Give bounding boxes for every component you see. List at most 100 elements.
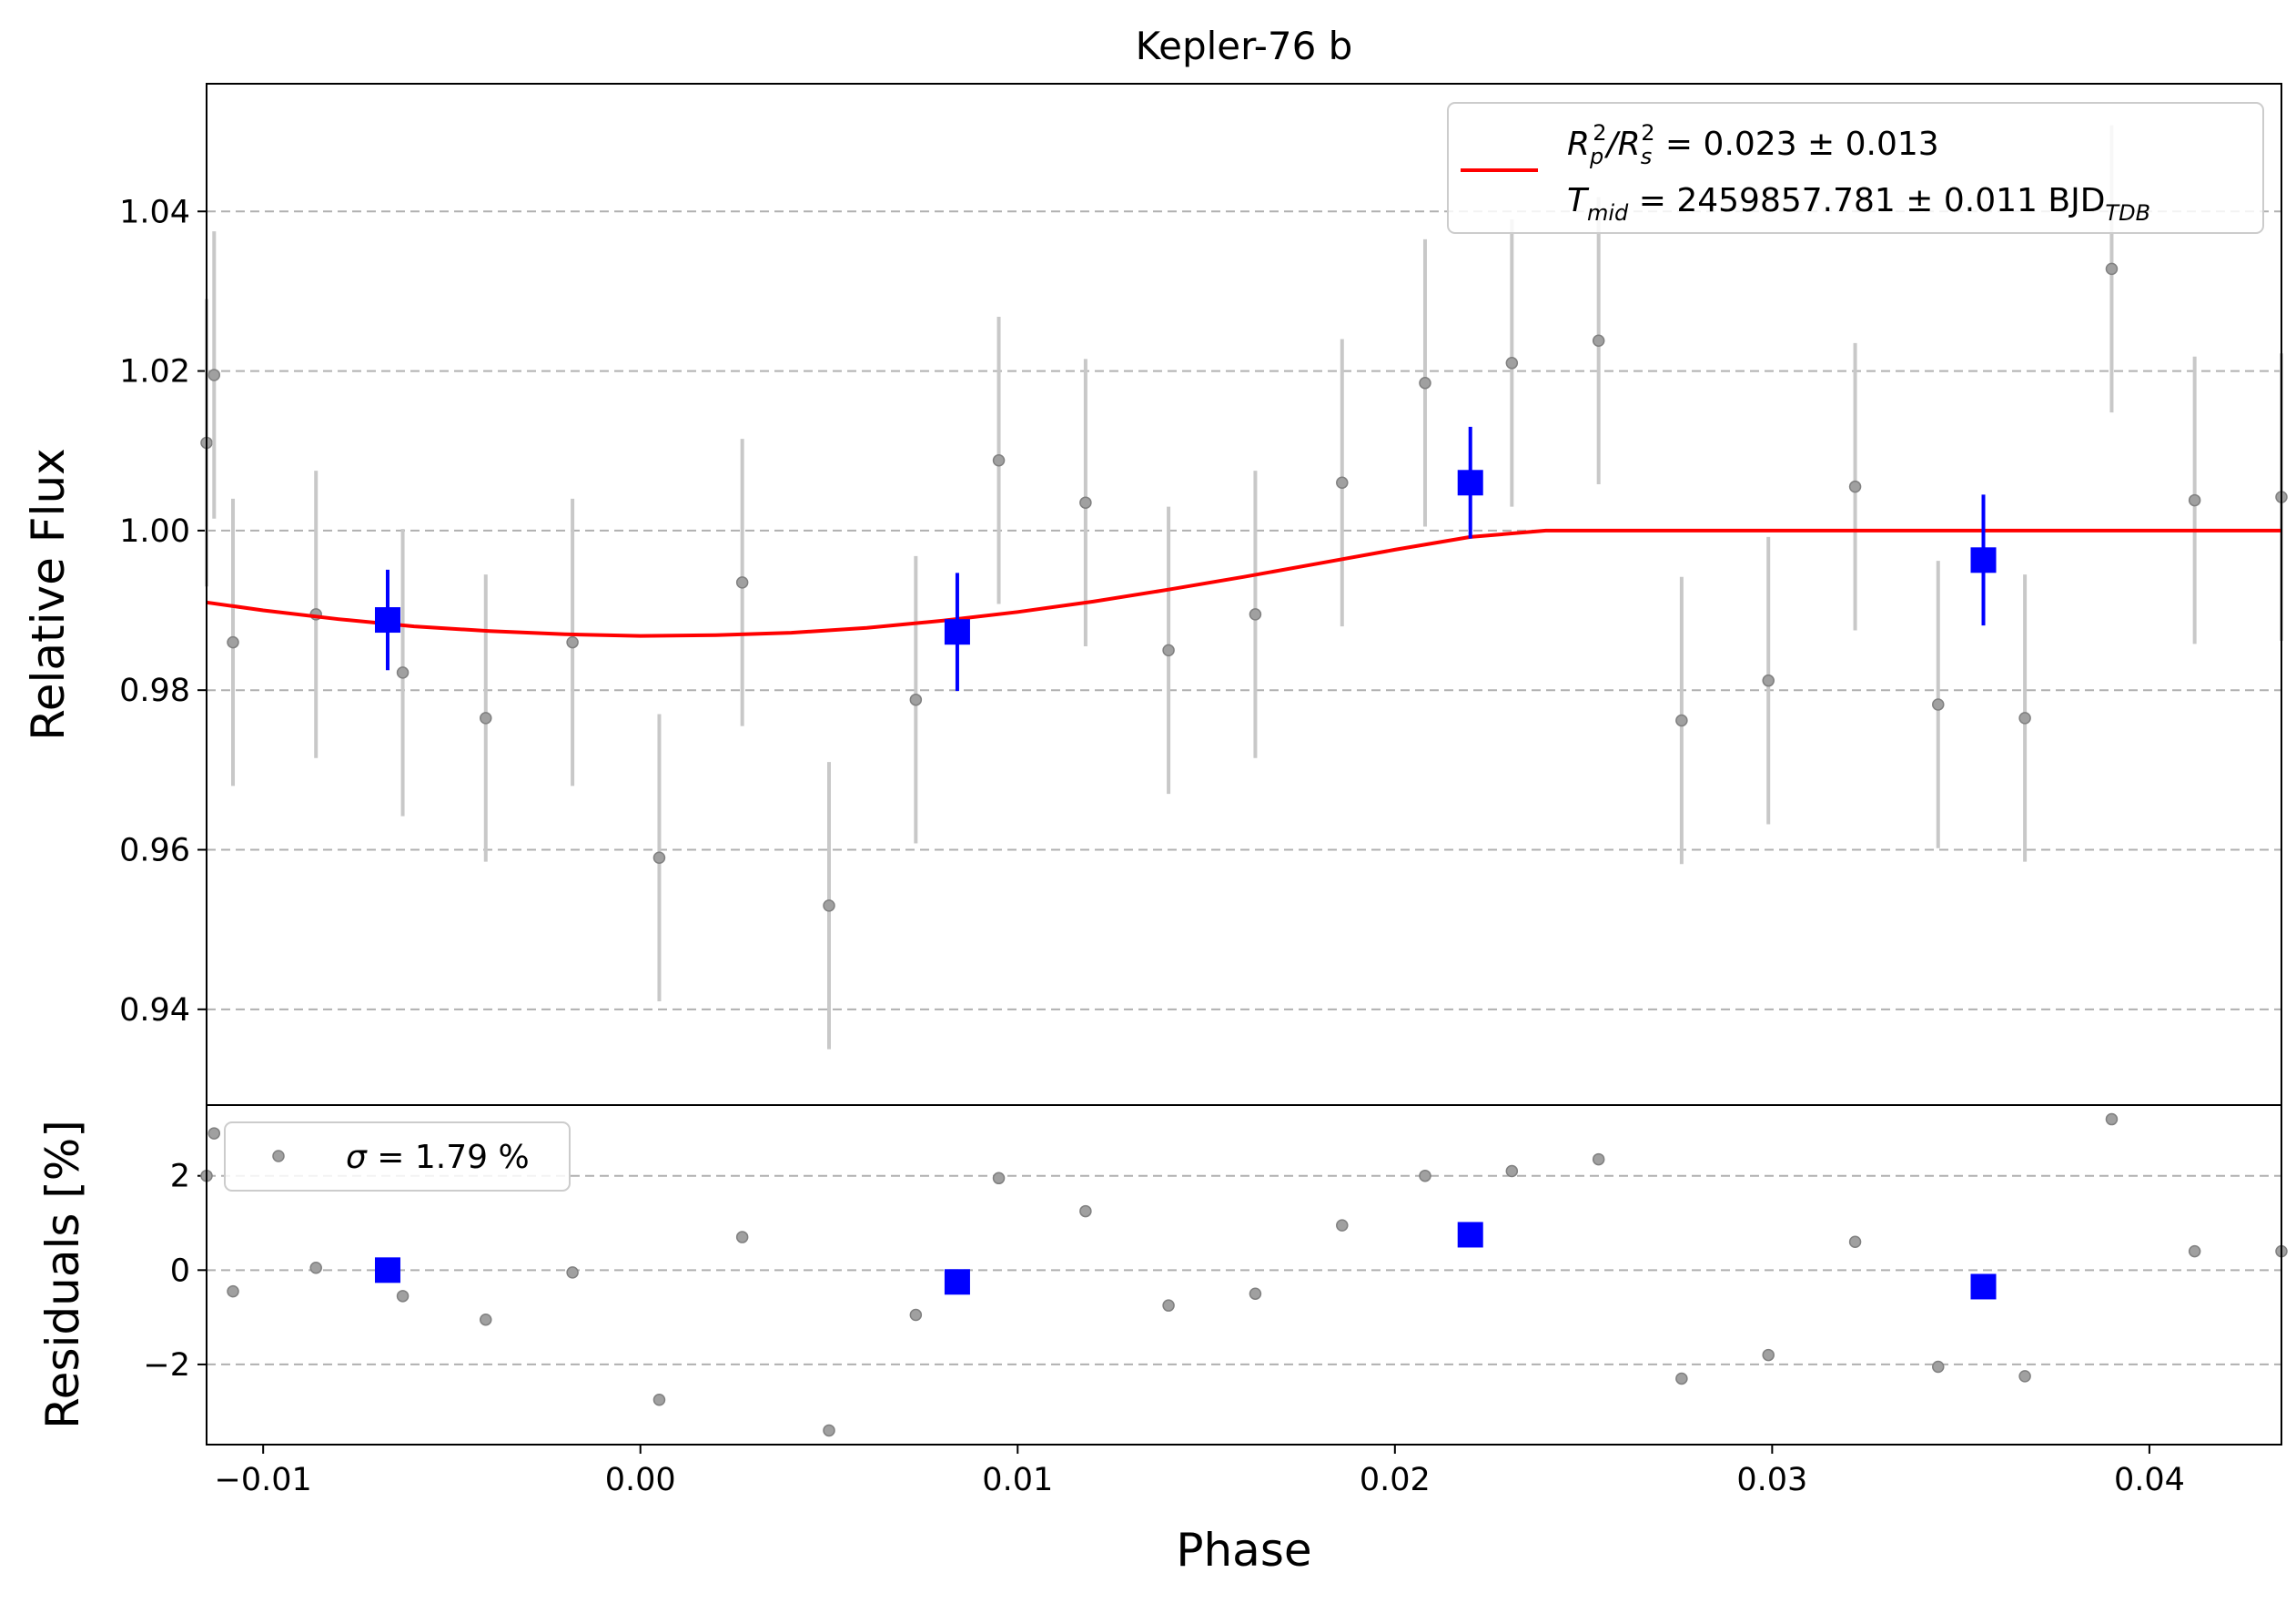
top-y-ticks: 0.94 0.96 0.98 1.00 1.02 1.04: [119, 194, 207, 1029]
residual-point: [1249, 1287, 1262, 1300]
top-gridlines: [207, 210, 2281, 1010]
residual-point: [909, 1308, 923, 1322]
legend-r-sup-p: 2: [1593, 120, 1606, 146]
legend-slash-r: /R: [1604, 126, 1641, 163]
bottom-panel-frame: [206, 1104, 2282, 1446]
binned-point: [1970, 547, 1997, 573]
legend-t-sub: mid: [1587, 200, 1629, 226]
legend-r-sub-s: s: [1641, 144, 1653, 169]
residual-point: [1932, 1360, 1945, 1374]
bottom-y-tick-label: −2: [143, 1347, 190, 1384]
raw-point: [2018, 712, 2031, 725]
top-y-tick-label: 1.04: [119, 194, 190, 230]
residual-point: [2018, 1370, 2031, 1383]
legend-sigma: σ = 1.79 %: [346, 1139, 530, 1176]
top-binned-points: [374, 426, 1997, 692]
residual-point: [227, 1284, 239, 1298]
raw-point: [1592, 334, 1605, 348]
legend-radius-value: = 0.023 ± 0.013: [1654, 126, 1938, 163]
raw-point: [1162, 644, 1175, 657]
raw-point: [652, 851, 666, 865]
residual-point: [652, 1394, 666, 1406]
residual-point: [735, 1231, 749, 1243]
binned-residual-point: [1970, 1273, 1997, 1300]
top-y-tick-label: 0.96: [119, 833, 190, 869]
raw-point: [1505, 357, 1519, 370]
x-tick-label: 0.03: [1736, 1462, 1807, 1498]
legend-r-sub-p: p: [1589, 144, 1603, 169]
raw-point: [1336, 476, 1349, 490]
binned-residual-point: [944, 1269, 970, 1295]
raw-point: [909, 693, 923, 706]
raw-point: [823, 899, 835, 912]
bottom-y-axis-label: Residuals [%]: [36, 1120, 89, 1429]
bottom-binned-residuals: [374, 1222, 1997, 1300]
raw-point: [1932, 698, 1945, 711]
raw-point: [992, 453, 1006, 467]
bottom-gridlines: [207, 1174, 2281, 1365]
legend-residual-marker: [272, 1150, 285, 1162]
binned-point: [944, 619, 970, 645]
bottom-legend: σ = 1.79 %: [224, 1121, 571, 1192]
raw-point: [1848, 480, 1862, 493]
top-legend: Rp2/Rs2 = 0.023 ± 0.013 Tmid = 2459857.7…: [1447, 102, 2264, 234]
raw-point: [2188, 493, 2201, 507]
residual-point: [2105, 1112, 2119, 1126]
residual-point: [1079, 1204, 1092, 1218]
residual-point: [1675, 1372, 1688, 1385]
residual-point: [1336, 1219, 1349, 1232]
legend-r-sup-s: 2: [1641, 120, 1654, 146]
legend-t-symbol: T: [1567, 182, 1590, 219]
top-y-tick-label: 1.00: [119, 513, 190, 550]
raw-point: [1675, 714, 1688, 727]
residual-point: [309, 1261, 322, 1274]
residual-point: [823, 1424, 835, 1437]
x-tick-label: 0.01: [982, 1462, 1053, 1498]
top-y-axis-label: Relative Flux: [22, 448, 75, 740]
legend-radius-ratio: Rp2/Rs2 = 0.023 ± 0.013: [1567, 120, 1939, 169]
x-tick-label: 0.00: [605, 1462, 676, 1498]
x-tick-label: −0.01: [215, 1462, 312, 1498]
raw-point: [735, 576, 749, 589]
residual-point: [1162, 1299, 1175, 1312]
bottom-y-ticks: −2 0 2: [143, 1159, 207, 1384]
residual-point: [207, 1127, 221, 1140]
bottom-legend-box: [224, 1121, 571, 1192]
raw-point: [480, 712, 492, 725]
legend-sigma-symbol: σ: [346, 1139, 368, 1176]
top-legend-box: [1447, 102, 2264, 234]
residual-point: [480, 1313, 492, 1326]
legend-sigma-value: = 1.79 %: [367, 1139, 530, 1176]
residual-point: [1505, 1164, 1519, 1178]
binned-point: [374, 607, 400, 634]
residual-point: [1848, 1235, 1862, 1248]
x-tick-label: 0.02: [1360, 1462, 1431, 1498]
residual-point: [396, 1290, 410, 1303]
legend-tmid-value: = 2459857.781 ± 0.011 BJD: [1628, 182, 2105, 219]
x-tick-label: 0.04: [2114, 1462, 2185, 1498]
raw-point: [1762, 674, 1775, 687]
residual-point: [992, 1172, 1006, 1185]
residual-point: [566, 1266, 579, 1279]
legend-tmid: Tmid = 2459857.781 ± 0.011 BJDTDB: [1567, 182, 2150, 226]
residual-point: [1419, 1169, 1431, 1182]
raw-point: [207, 369, 221, 381]
chart-title: Kepler-76 b: [1136, 24, 1353, 68]
top-y-tick-label: 0.98: [119, 673, 190, 709]
raw-point: [1249, 608, 1262, 621]
top-panel-frame: [206, 83, 2282, 1106]
top-raw-points: [200, 125, 2288, 1050]
legend-tdb-sub: TDB: [2105, 200, 2150, 226]
transit-model-line: [206, 528, 2281, 638]
residual-point: [1592, 1152, 1605, 1166]
raw-point: [1419, 376, 1431, 390]
raw-point: [1079, 496, 1092, 509]
binned-residual-point: [1457, 1222, 1483, 1248]
raw-point: [566, 635, 579, 649]
binned-residual-point: [374, 1257, 400, 1283]
raw-point: [396, 666, 410, 679]
residual-point: [2188, 1244, 2201, 1258]
raw-point: [227, 635, 239, 649]
x-axis-label: Phase: [1176, 1524, 1311, 1577]
